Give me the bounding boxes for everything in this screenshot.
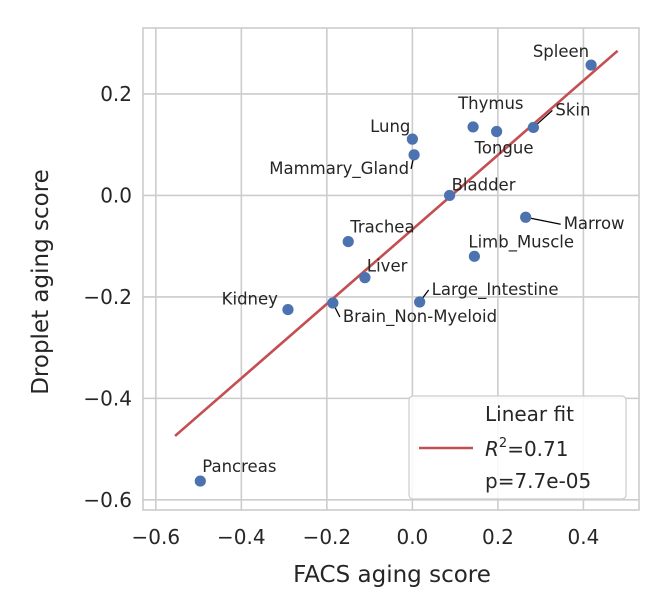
x-tick-label: −0.6 xyxy=(132,525,181,549)
data-point-mammary-gland xyxy=(408,149,420,161)
point-label-mammary-gland: Mammary_Gland xyxy=(269,159,409,179)
x-tick-label: −0.4 xyxy=(217,525,266,549)
data-point-spleen xyxy=(585,59,597,71)
data-point-skin xyxy=(527,121,539,134)
point-label-kidney: Kidney xyxy=(222,290,278,309)
label-leader xyxy=(525,216,561,225)
data-point-pancreas xyxy=(194,475,206,487)
data-points xyxy=(194,59,597,487)
point-label-bladder: Bladder xyxy=(452,175,516,194)
point-label-brain-non-myeloid: Brain_Non-Myeloid xyxy=(343,307,497,327)
data-point-lung xyxy=(406,133,418,145)
x-axis-label: FACS aging score xyxy=(293,562,491,588)
y-tick-label: 0.2 xyxy=(100,82,132,106)
data-point-thymus xyxy=(467,121,479,133)
point-label-liver: Liver xyxy=(367,257,408,276)
data-point-brain-non-myeloid xyxy=(327,297,339,309)
point-label-tongue: Tongue xyxy=(474,139,534,158)
point-label-thymus: Thymus xyxy=(457,94,523,113)
point-label-marrow: Marrow xyxy=(564,214,625,233)
x-tick-label: 0.2 xyxy=(482,525,514,549)
y-tick-label: −0.6 xyxy=(83,488,132,512)
x-tick-label: 0.0 xyxy=(396,525,428,549)
point-label-limb-muscle: Limb_Muscle xyxy=(468,232,574,252)
data-point-trachea xyxy=(342,236,354,248)
data-point-bladder xyxy=(443,189,456,202)
point-label-pancreas: Pancreas xyxy=(202,457,276,476)
grid xyxy=(143,28,639,510)
data-point-large-intestine xyxy=(414,296,426,308)
x-tick-label: 0.4 xyxy=(568,525,600,549)
legend-label-r2: R2=0.71 xyxy=(485,436,568,461)
data-point-kidney xyxy=(282,303,294,316)
data-point-limb-muscle xyxy=(468,250,480,262)
data-point-tongue xyxy=(491,125,503,138)
fit-layer xyxy=(174,49,619,437)
point-label-trachea: Trachea xyxy=(349,218,414,237)
point-label-lung: Lung xyxy=(370,117,410,136)
data-point-marrow xyxy=(520,211,532,223)
legend-label-fit: Linear fit xyxy=(485,402,574,426)
legend: Linear fit R2=0.71 p=7.7e-05 xyxy=(408,395,627,500)
y-axis-label: Droplet aging score xyxy=(28,169,54,395)
legend-r2-value: 0.71 xyxy=(524,437,569,461)
point-labels: Spleen Skin Thymus Tongue Lung Mammary_Gland B… xyxy=(202,42,624,476)
plot-frame xyxy=(142,27,640,511)
data-point-liver xyxy=(359,272,371,284)
point-label-spleen: Spleen xyxy=(533,42,589,61)
fit-line xyxy=(174,49,619,437)
legend-label-p: p=7.7e-05 xyxy=(485,469,591,493)
x-axis-ticks: −0.6 −0.4 −0.2 0.0 0.2 0.4 xyxy=(132,525,600,549)
legend-box xyxy=(408,395,627,500)
point-label-large-intestine: Large_Intestine xyxy=(432,280,559,300)
y-tick-label: 0.0 xyxy=(100,183,132,207)
x-tick-label: −0.2 xyxy=(303,525,352,549)
point-label-skin: Skin xyxy=(555,100,590,119)
y-tick-label: −0.4 xyxy=(83,386,132,410)
y-tick-label: −0.2 xyxy=(83,285,132,309)
y-axis-ticks: −0.6 −0.4 −0.2 0.0 0.2 xyxy=(83,82,132,512)
